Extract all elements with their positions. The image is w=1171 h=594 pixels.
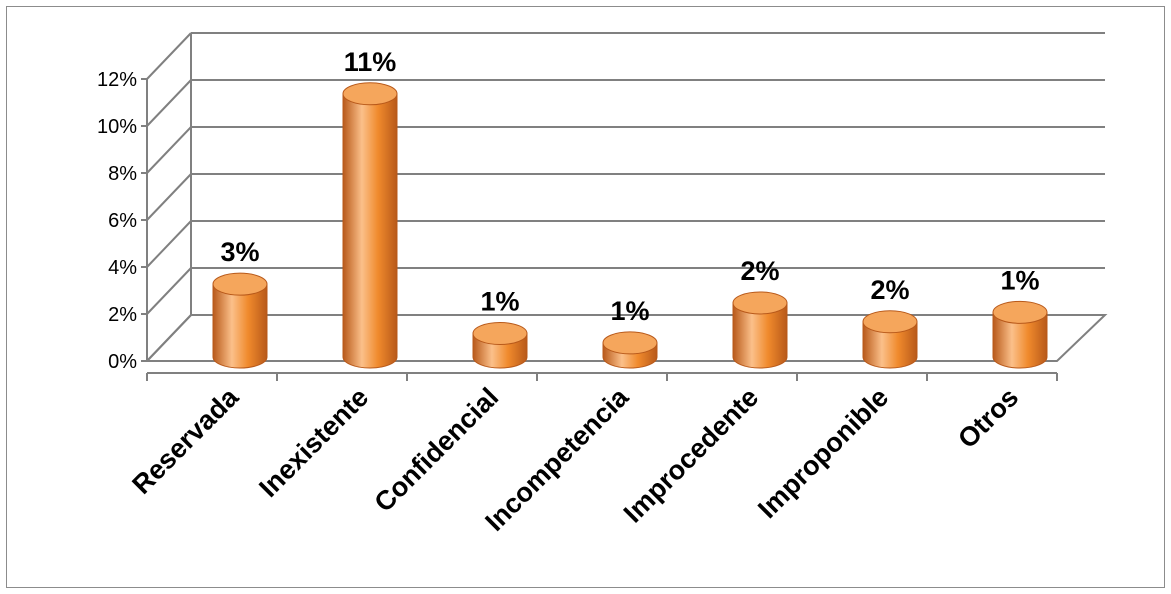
y-tick-label: 12% (97, 69, 137, 91)
side-gridline (146, 79, 192, 127)
bar-top (732, 291, 788, 315)
data-label: 2% (870, 275, 909, 305)
side-gridline (146, 32, 192, 80)
axis-layer (141, 33, 1108, 381)
bar-top (212, 272, 268, 296)
data-label: 1% (480, 287, 519, 317)
data-label: 2% (740, 256, 779, 286)
data-label: 3% (220, 237, 259, 267)
category-label: Reservada (126, 381, 244, 499)
chart-frame: 0% 2% 4% 6% 8% 10% 12% 3% Reservada 11% Inexistent… (6, 6, 1165, 588)
category-label: Improcedente (618, 382, 764, 528)
y-tick-label: 2% (108, 304, 137, 326)
category-label: Confidencial (368, 382, 504, 518)
y-tick-label: 4% (108, 257, 137, 279)
bar-body (342, 93, 398, 369)
bar-body (212, 283, 268, 369)
data-label: 1% (1000, 265, 1039, 295)
side-gridline (146, 126, 192, 174)
category-label: Improponible (752, 382, 894, 524)
side-gridline (146, 220, 192, 268)
side-gridline (146, 173, 192, 221)
bar-top (992, 300, 1048, 324)
bar-reservada (212, 272, 268, 369)
bar-body (862, 321, 918, 369)
bar-body (732, 302, 788, 369)
y-tick-label: 6% (108, 210, 137, 232)
bar-improponible (862, 310, 918, 369)
data-label: 11% (344, 47, 397, 77)
bar-confidencial (472, 322, 528, 369)
cylinder-bar-chart: 0% 2% 4% 6% 8% 10% 12% 3% Reservada 11% Inexistent… (97, 32, 1108, 537)
bar-incompetencia (602, 331, 658, 369)
bar-layer (212, 82, 1048, 369)
y-tick-label: 8% (108, 163, 137, 185)
data-label: 1% (610, 296, 649, 326)
category-label: Inexistente (253, 382, 374, 503)
y-tick-label: 0% (108, 351, 137, 373)
bar-top (862, 310, 918, 334)
bar-top (602, 331, 658, 355)
bar-top (472, 322, 528, 345)
bar-top (342, 82, 398, 106)
bar-body (992, 311, 1048, 369)
category-label: Otros (952, 382, 1024, 454)
bar-inexistente (342, 82, 398, 369)
side-gridline (146, 267, 192, 315)
bar-improcedente (732, 291, 788, 369)
bar-otros (992, 300, 1048, 369)
y-tick-label: 10% (97, 116, 137, 138)
